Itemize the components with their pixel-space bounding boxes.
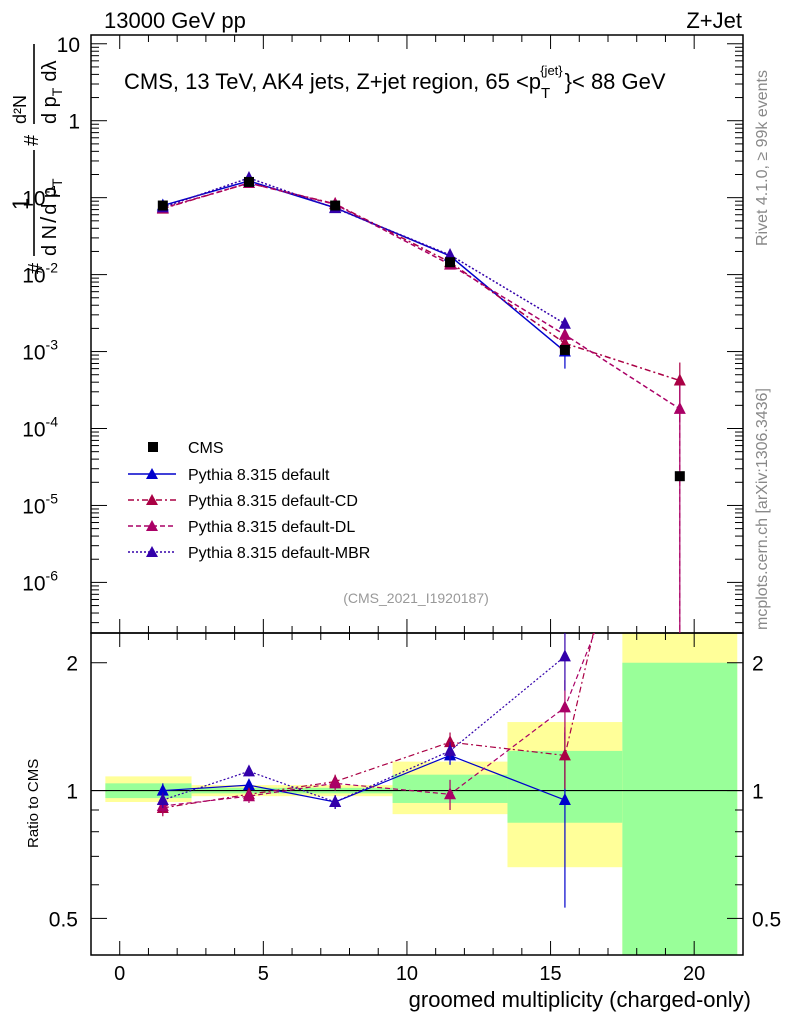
ratio-point-dl-4 <box>558 700 571 713</box>
legend-marker-mbr <box>146 546 158 557</box>
ratio-series <box>156 256 686 908</box>
mcplots-label: mcplots.cern.ch [arXiv:1306.3436] <box>754 388 771 630</box>
legend-label-dl: Pythia 8.315 default-DL <box>188 519 355 536</box>
axis-ticks <box>91 35 743 955</box>
series-point-dl-5 <box>673 401 686 414</box>
legend-marker-dl <box>146 520 158 531</box>
ratio-point-mbr-0 <box>156 793 169 806</box>
y-tick-label-main-3: 10-3 <box>22 337 58 365</box>
y-tick-label-ratio-1: 1 <box>66 781 78 804</box>
x-tick-label-20: 20 <box>683 963 705 985</box>
legend-label-default: Pythia 8.315 default <box>188 467 330 484</box>
process-label: Z+Jet <box>686 8 742 33</box>
series-line-mbr <box>162 177 566 325</box>
ratio-y-axis-label: Ratio to CMS <box>25 759 42 848</box>
series-point-mbr-3 <box>444 247 457 260</box>
ratio-point-mbr-2 <box>329 794 342 807</box>
legend-marker-cms <box>148 442 158 452</box>
x-tick-label-10: 10 <box>396 963 418 985</box>
ratio-point-cd-4 <box>558 748 571 761</box>
x-tick-label-5: 5 <box>258 963 269 985</box>
cms-point-0 <box>157 200 168 211</box>
ratio-point-mbr-1 <box>242 764 255 777</box>
ratio-line-mbr <box>162 655 566 803</box>
x-axis-label: groomed multiplicity (charged-only) <box>409 987 751 1012</box>
y-tick-label-main-7: 10 <box>57 34 80 57</box>
ratio-point-mbr-4 <box>558 649 571 662</box>
cms-point-2 <box>330 200 341 211</box>
cms-point-3 <box>445 257 456 268</box>
series-point-dl-4 <box>558 327 571 340</box>
y-tick-label-main-2: 10-4 <box>22 414 58 442</box>
ratio-point-mbr-3 <box>444 743 457 756</box>
main-series <box>156 171 686 633</box>
y-label-hash-1: # <box>25 262 47 274</box>
ratio-point-dl-2 <box>329 776 342 789</box>
ratio-point-default-1 <box>242 778 255 791</box>
ratio-point-dl-3 <box>444 787 457 800</box>
y-tick-label-main-6: 1 <box>68 111 80 134</box>
y-label-hash-2: # <box>21 134 43 146</box>
ratio-point-cd-3 <box>444 735 457 748</box>
energy-label: 13000 GeV pp <box>104 8 246 33</box>
y-label-dpt: d pTdλ <box>39 61 65 125</box>
band-green-5 <box>622 662 738 955</box>
y-label-d2n: d²N <box>10 95 30 124</box>
series-point-mbr-4 <box>558 316 571 329</box>
y-tick-label-ratio-0.5: 0.5 <box>49 908 78 931</box>
ratio-point-dl-1 <box>242 789 255 802</box>
ratio-line-dl <box>162 633 596 807</box>
series-line-default <box>162 180 566 353</box>
y-tick-label-ratio-2: 2 <box>66 653 78 676</box>
plot-title: CMS, 13 TeV, AK4 jets, Z+jet region, 65 … <box>124 63 666 102</box>
main-plot-frame <box>90 34 744 634</box>
main-y-axis-label: # 1 d N/d pT # d²N d pTdλ <box>8 44 65 274</box>
ratio-uncertainty-bands <box>105 633 738 955</box>
ratio-plot-frame <box>90 632 744 956</box>
y-label-frac-den: d N/d pT <box>36 178 65 256</box>
legend-marker-default <box>146 468 158 479</box>
ratio-point-default-4 <box>558 793 571 806</box>
y-label-frac-num: 1 <box>8 198 33 210</box>
legend-label-mbr: Pythia 8.315 default-MBR <box>188 545 370 562</box>
ratio-line-cd <box>162 633 595 809</box>
y-tick-label-ratio-right-1: 1 <box>752 781 764 804</box>
cms-point-4 <box>559 344 570 355</box>
legend-label-cms: CMS <box>188 440 224 457</box>
cms-point-5 <box>674 471 685 482</box>
x-tick-label-15: 15 <box>539 963 561 985</box>
cms-point-1 <box>243 176 254 187</box>
legend-marker-cd <box>146 494 158 505</box>
ratio-point-cd-5 <box>674 256 686 268</box>
legend-label-cd: Pythia 8.315 default-CD <box>188 493 358 510</box>
rivet-label: Rivet 4.1.0, ≥ 99k events <box>754 70 771 246</box>
analysis-tag: (CMS_2021_I1920187) <box>343 590 489 606</box>
ratio-point-default-0 <box>156 783 169 796</box>
series-line-cd <box>162 182 681 382</box>
legend: CMS Pythia 8.315 default Pythia 8.315 de… <box>128 440 370 562</box>
y-tick-label-main-1: 10-5 <box>22 490 58 518</box>
y-tick-label-ratio-right-0.5: 0.5 <box>752 908 781 931</box>
x-tick-label-0: 0 <box>114 963 125 985</box>
y-tick-label-main-0: 10-6 <box>22 567 58 595</box>
series-line-dl <box>162 182 681 410</box>
y-tick-label-ratio-right-2: 2 <box>752 653 764 676</box>
y-tick-label-main-4: 10-2 <box>22 260 58 288</box>
series-point-cd-5 <box>673 373 686 386</box>
